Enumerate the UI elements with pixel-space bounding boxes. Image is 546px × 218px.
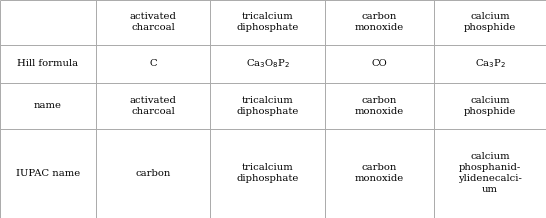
Text: name: name <box>34 101 62 110</box>
Text: calcium
phosphanid-
ylidenecalci-
um: calcium phosphanid- ylidenecalci- um <box>458 152 522 194</box>
Text: Ca$_3$O$_8$P$_2$: Ca$_3$O$_8$P$_2$ <box>246 57 289 70</box>
Text: activated
charcoal: activated charcoal <box>129 12 176 32</box>
Text: carbon
monoxide: carbon monoxide <box>355 12 404 32</box>
Text: calcium
phosphide: calcium phosphide <box>464 12 516 32</box>
Text: CO: CO <box>372 59 387 68</box>
Text: C: C <box>149 59 157 68</box>
Text: activated
charcoal: activated charcoal <box>129 96 176 116</box>
Text: IUPAC name: IUPAC name <box>16 169 80 178</box>
Text: carbon
monoxide: carbon monoxide <box>355 163 404 183</box>
Text: tricalcium
diphosphate: tricalcium diphosphate <box>236 96 299 116</box>
Text: tricalcium
diphosphate: tricalcium diphosphate <box>236 12 299 32</box>
Text: Hill formula: Hill formula <box>17 59 78 68</box>
Text: Ca$_3$P$_2$: Ca$_3$P$_2$ <box>474 57 506 70</box>
Text: calcium
phosphide: calcium phosphide <box>464 96 516 116</box>
Text: carbon: carbon <box>135 169 170 178</box>
Text: tricalcium
diphosphate: tricalcium diphosphate <box>236 163 299 183</box>
Text: carbon
monoxide: carbon monoxide <box>355 96 404 116</box>
